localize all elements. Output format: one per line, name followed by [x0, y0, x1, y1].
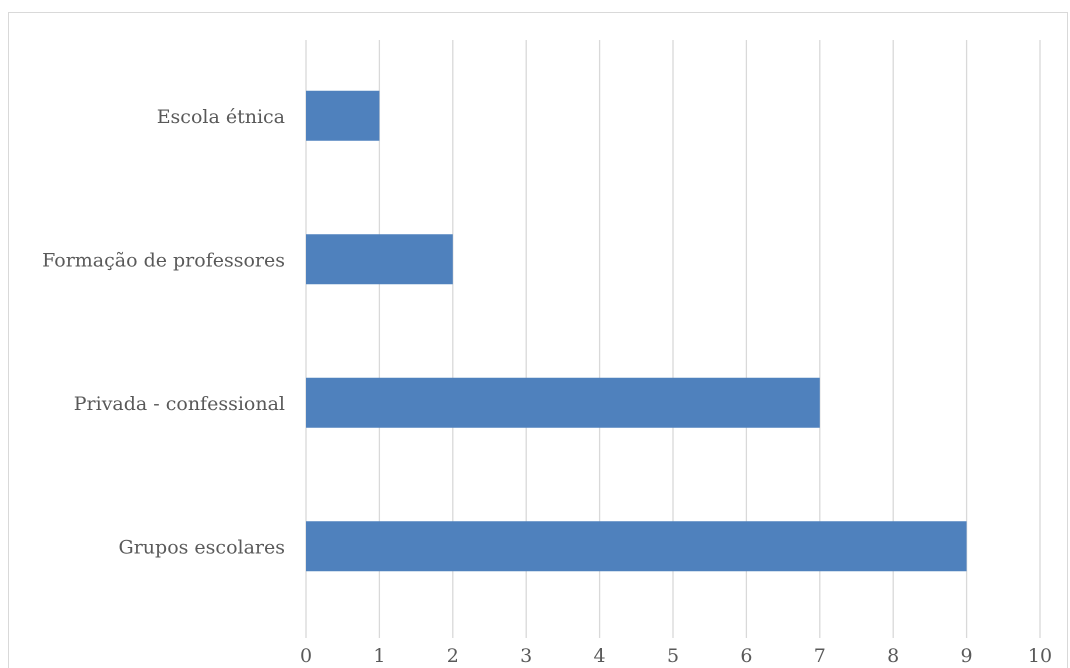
bar [306, 521, 967, 572]
x-tick-labels: 0 1 2 3 4 5 6 7 8 9 10 [300, 645, 1052, 667]
x-tick-label: 5 [667, 645, 679, 667]
category-label: Formação de professores [42, 249, 285, 271]
bar [306, 377, 820, 428]
category-label: Privada - confessional [74, 393, 285, 415]
x-tick-label: 9 [961, 645, 973, 667]
x-tick-label: 8 [887, 645, 899, 667]
category-labels: Escola étnica Formação de professores Priv… [42, 106, 285, 559]
x-tick-label: 0 [300, 645, 312, 667]
bars [306, 90, 967, 572]
x-tick-label: 4 [594, 645, 606, 667]
x-tick-label: 6 [740, 645, 752, 667]
x-tick-label: 10 [1028, 645, 1052, 667]
category-label: Escola étnica [157, 106, 285, 128]
x-tick-label: 1 [373, 645, 385, 667]
bar [306, 234, 453, 285]
x-tick-label: 2 [447, 645, 459, 667]
x-tick-label: 3 [520, 645, 532, 667]
bar [306, 90, 380, 141]
category-label: Grupos escolares [119, 536, 285, 558]
x-tick-label: 7 [814, 645, 826, 667]
